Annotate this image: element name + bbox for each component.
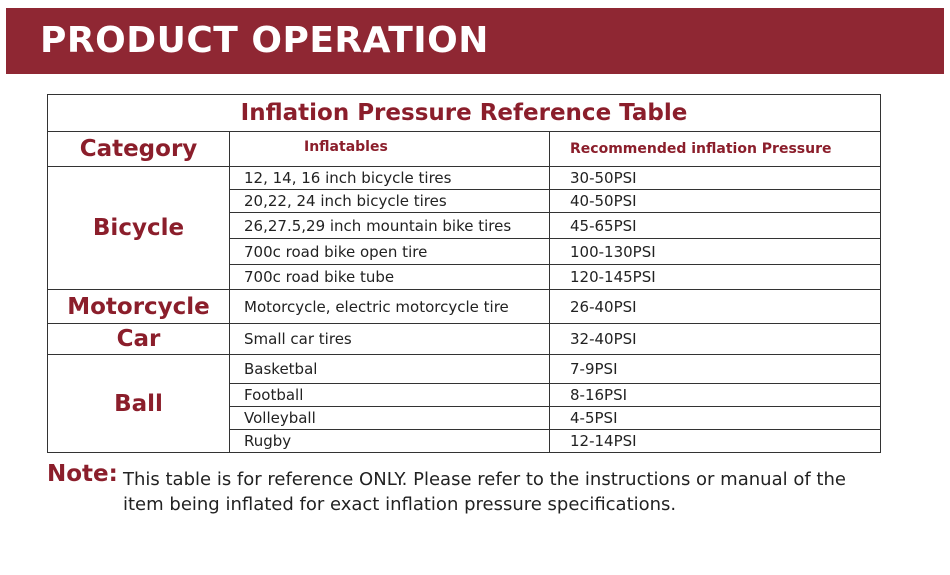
- pressure-cell: 7-9PSI: [548, 354, 882, 384]
- inflation-pressure-table: Inflation Pressure Reference Table Categ…: [46, 94, 882, 453]
- pressure-cell: 40-50PSI: [548, 189, 882, 213]
- header-banner: PRODUCT OPERATION: [6, 8, 944, 74]
- table-row: 20,22, 24 inch bicycle tires 40-50PSI: [48, 189, 882, 213]
- header-inflatables: Inflatables: [229, 131, 550, 167]
- table-row: Bicycle 12, 14, 16 inch bicycle tires 30…: [47, 166, 882, 290]
- inflatable-cell: Basketbal: [229, 354, 550, 384]
- inflatable-cell: 26,27.5,29 inch mountain bike tires: [229, 212, 550, 239]
- category-car: Car: [47, 323, 230, 355]
- table-row: 700c road bike tube 120-145PSI: [48, 264, 882, 290]
- pressure-cell: 12-14PSI: [548, 429, 882, 453]
- inflatable-cell: Volleyball: [229, 406, 550, 430]
- pressure-cell: 26-40PSI: [548, 289, 882, 324]
- table-row: Football 8-16PSI: [48, 383, 882, 407]
- pressure-cell: 100-130PSI: [548, 238, 882, 265]
- pressure-cell: 120-145PSI: [548, 264, 882, 290]
- table-row: Volleyball 4-5PSI: [48, 406, 882, 430]
- table-row: Rugby 12-14PSI: [48, 429, 882, 453]
- table-row: Car Small car tires 32-40PSI: [47, 323, 882, 355]
- header-pressure: Recommended inflation Pressure: [548, 131, 882, 167]
- table-title: Inflation Pressure Reference Table: [46, 94, 882, 132]
- table-row: 26,27.5,29 inch mountain bike tires 45-6…: [48, 212, 882, 239]
- pressure-cell: 8-16PSI: [548, 383, 882, 407]
- category-bicycle: Bicycle: [47, 166, 230, 290]
- inflatable-cell: 20,22, 24 inch bicycle tires: [229, 189, 550, 213]
- inflatable-cell: Motorcycle, electric motorcycle tire: [229, 289, 550, 324]
- pressure-cell: 4-5PSI: [548, 406, 882, 430]
- inflatable-cell: 700c road bike open tire: [229, 238, 550, 265]
- header-category: Category: [47, 131, 230, 167]
- inflatable-cell: Small car tires: [229, 323, 550, 355]
- table-row: Motorcycle Motorcycle, electric motorcyc…: [47, 289, 882, 324]
- table-row: Ball Basketbal 7-9PSI: [47, 354, 882, 453]
- category-ball: Ball: [47, 354, 230, 453]
- page-title: PRODUCT OPERATION: [40, 20, 489, 61]
- table-title-row: Inflation Pressure Reference Table: [46, 94, 882, 132]
- note-text: This table is for reference ONLY. Please…: [123, 469, 846, 515]
- pressure-cell: 30-50PSI: [548, 166, 882, 190]
- table-row: 700c road bike open tire 100-130PSI: [48, 238, 882, 265]
- table-header-row: Category Inflatables Recommended inflati…: [47, 131, 882, 167]
- inflatable-cell: Football: [229, 383, 550, 407]
- note-label: Note:: [47, 461, 118, 487]
- category-motorcycle: Motorcycle: [47, 289, 230, 324]
- inflatable-cell: 700c road bike tube: [229, 264, 550, 290]
- pressure-cell: 32-40PSI: [548, 323, 882, 355]
- pressure-cell: 45-65PSI: [548, 212, 882, 239]
- inflatable-cell: 12, 14, 16 inch bicycle tires: [229, 166, 550, 190]
- inflatable-cell: Rugby: [229, 429, 550, 453]
